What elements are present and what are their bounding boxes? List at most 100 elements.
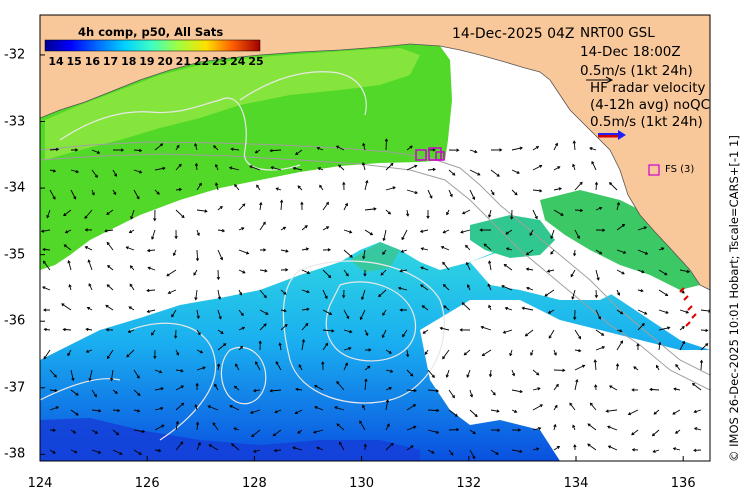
current-arrow: [532, 404, 543, 411]
current-arrow: [196, 183, 202, 191]
current-arrowhead: [242, 270, 246, 274]
current-arrowhead: [607, 425, 611, 429]
current-arrowhead: [52, 169, 57, 173]
current-arrowhead: [360, 296, 365, 301]
current-arrowhead: [589, 402, 593, 406]
current-arrowhead: [107, 355, 110, 360]
current-arrowhead: [558, 187, 562, 191]
current-arrow: [322, 269, 331, 278]
y-tick-label: -38: [4, 446, 26, 462]
current-arrowhead: [644, 251, 649, 255]
date-label: 14-Dec-2025 04Z: [452, 26, 575, 42]
current-arrowhead: [382, 251, 386, 255]
current-arrow: [259, 323, 267, 331]
current-arrowhead: [43, 327, 47, 332]
current-arrow: [529, 229, 534, 236]
current-arrowhead: [213, 145, 217, 149]
current-arrowhead: [158, 448, 162, 453]
current-arrow: [673, 447, 681, 451]
current-arrow: [214, 384, 219, 391]
current-arrow: [166, 269, 177, 277]
current-arrowhead: [633, 366, 637, 370]
current-arrow: [658, 269, 668, 276]
current-arrowhead: [285, 249, 289, 253]
current-arrow: [427, 168, 436, 171]
current-arrow: [196, 366, 206, 371]
current-arrowhead: [54, 388, 58, 393]
current-arrow: [229, 405, 240, 411]
current-arrowhead: [316, 146, 320, 151]
current-arrow: [217, 329, 224, 334]
current-arrowhead: [263, 323, 267, 327]
current-arrowhead: [414, 164, 418, 168]
current-arrowhead: [674, 430, 679, 434]
current-arrow: [385, 186, 396, 191]
current-arrow: [295, 388, 303, 391]
current-arrowhead: [194, 162, 199, 167]
current-arrowhead: [349, 254, 353, 258]
current-arrow: [44, 328, 51, 331]
current-arrowhead: [544, 293, 548, 297]
current-arrow: [653, 449, 660, 453]
current-arrow: [46, 209, 51, 218]
current-arrow: [700, 343, 708, 351]
current-arrow: [317, 147, 324, 151]
current-arrow: [234, 385, 240, 391]
current-arrowhead: [87, 259, 91, 263]
current-arrowhead: [661, 247, 665, 251]
current-arrow: [238, 309, 244, 316]
current-arrow: [422, 305, 429, 311]
current-arrowhead: [104, 229, 108, 233]
current-arrowhead: [363, 273, 367, 277]
current-arrowhead: [138, 451, 142, 455]
current-arrowhead: [406, 213, 410, 217]
current-arrowhead: [207, 405, 211, 409]
current-arrow: [637, 309, 647, 315]
current-arrow: [316, 447, 324, 451]
current-arrowhead: [193, 272, 197, 276]
x-tick-label: 128: [241, 476, 267, 491]
current-arrowhead: [160, 143, 164, 147]
current-arrow: [679, 269, 690, 273]
current-arrow: [532, 369, 539, 376]
current-arrowhead: [297, 430, 301, 434]
current-arrow: [49, 148, 59, 151]
current-arrowhead: [432, 148, 436, 152]
current-arrowhead: [548, 335, 552, 339]
current-arrow: [49, 406, 59, 411]
current-arrow: [130, 209, 135, 219]
current-arrow: [462, 209, 471, 215]
current-arrow: [490, 449, 499, 455]
current-arrow: [292, 447, 303, 451]
current-arrowhead: [234, 184, 238, 188]
current-arrow: [259, 289, 267, 298]
current-arrowhead: [420, 247, 424, 251]
current-arrowhead: [699, 359, 704, 363]
current-arrowhead: [420, 284, 424, 288]
current-arrowhead: [607, 445, 612, 449]
shelf-water-patch: [470, 215, 555, 258]
current-arrowhead: [221, 229, 226, 233]
current-arrow: [64, 244, 72, 251]
current-arrowhead: [331, 329, 335, 333]
current-arrowhead: [219, 257, 224, 261]
current-arrow: [574, 209, 583, 211]
current-arrowhead: [459, 328, 463, 332]
current-arrowhead: [442, 284, 447, 288]
current-arrowhead: [314, 405, 318, 410]
current-arrow: [675, 364, 681, 371]
x-tick-label: 132: [456, 476, 482, 491]
current-arrow: [175, 441, 183, 451]
current-arrowhead: [572, 253, 577, 257]
current-arrow: [406, 349, 409, 357]
current-arrow: [553, 349, 557, 356]
current-arrowhead: [98, 409, 102, 413]
current-arrowhead: [198, 182, 202, 186]
current-arrowhead: [62, 327, 66, 332]
current-arrowhead: [596, 277, 600, 281]
current-arrowhead: [426, 215, 430, 220]
current-arrow: [488, 261, 492, 271]
current-arrowhead: [105, 304, 109, 308]
current-arrowhead: [279, 199, 284, 203]
